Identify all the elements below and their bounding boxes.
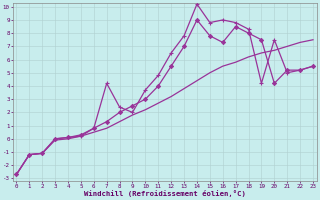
X-axis label: Windchill (Refroidissement éolien,°C): Windchill (Refroidissement éolien,°C)	[84, 190, 246, 197]
